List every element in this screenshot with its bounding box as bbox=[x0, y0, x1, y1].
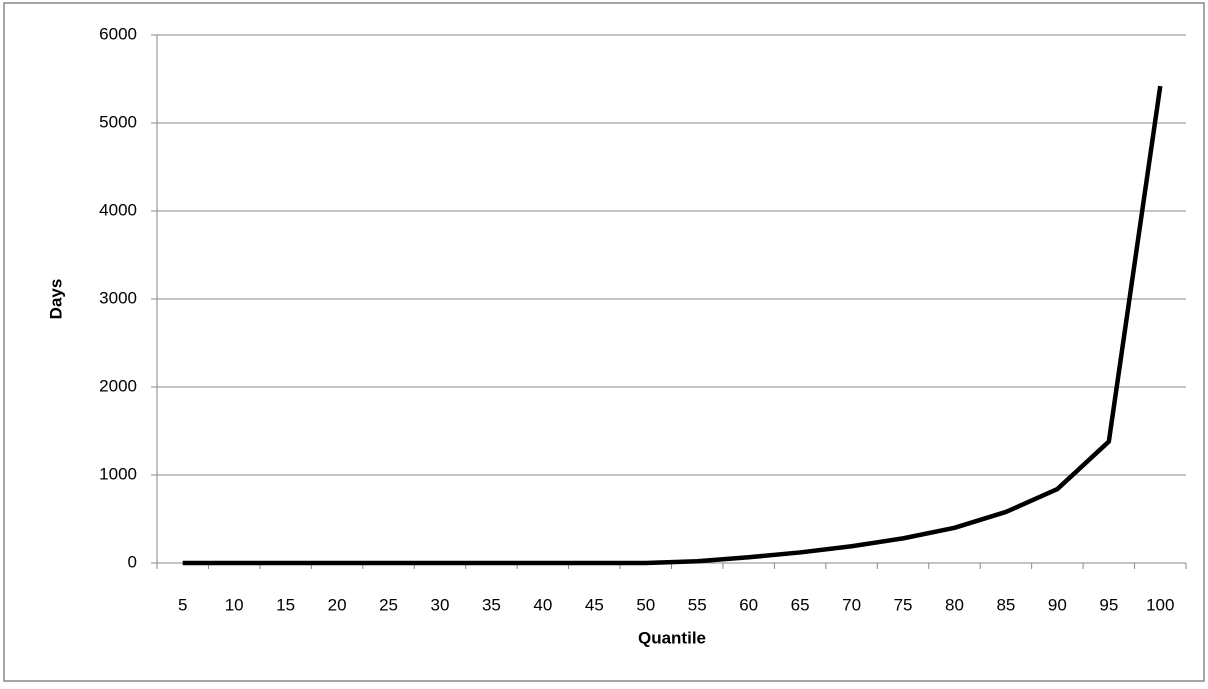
x-tick-label: 80 bbox=[945, 595, 964, 614]
x-tick-label: 95 bbox=[1099, 595, 1118, 614]
x-tick-label: 40 bbox=[533, 595, 552, 614]
x-tick-label: 25 bbox=[379, 595, 398, 614]
chart-border bbox=[3, 2, 1205, 682]
x-tick-label: 55 bbox=[688, 595, 707, 614]
x-tick-label: 15 bbox=[276, 595, 295, 614]
x-tick-label: 35 bbox=[482, 595, 501, 614]
x-axis-title: Quantile bbox=[638, 628, 706, 647]
x-tick-label: 100 bbox=[1146, 595, 1174, 614]
x-tick-label: 10 bbox=[225, 595, 244, 614]
y-tick-label: 1000 bbox=[99, 464, 137, 483]
x-tick-label: 65 bbox=[791, 595, 810, 614]
x-tick-label: 90 bbox=[1048, 595, 1067, 614]
x-tick-label: 70 bbox=[842, 595, 861, 614]
y-tick-label: 0 bbox=[128, 552, 137, 571]
x-tick-label: 50 bbox=[636, 595, 655, 614]
x-tick-label: 75 bbox=[894, 595, 913, 614]
y-tick-label: 6000 bbox=[99, 24, 137, 43]
y-tick-label: 4000 bbox=[99, 200, 137, 219]
x-tick-label: 5 bbox=[178, 595, 187, 614]
y-axis-title: Days bbox=[46, 279, 65, 320]
x-tick-label: 30 bbox=[431, 595, 450, 614]
data-line bbox=[182, 85, 1163, 566]
y-tick-label: 5000 bbox=[99, 112, 137, 131]
y-tick-label: 2000 bbox=[99, 376, 137, 395]
x-tick-label: 45 bbox=[585, 595, 604, 614]
y-tick-label: 3000 bbox=[99, 288, 137, 307]
x-tick-label: 60 bbox=[739, 595, 758, 614]
x-tick-label: 85 bbox=[996, 595, 1015, 614]
x-tick-label: 20 bbox=[328, 595, 347, 614]
